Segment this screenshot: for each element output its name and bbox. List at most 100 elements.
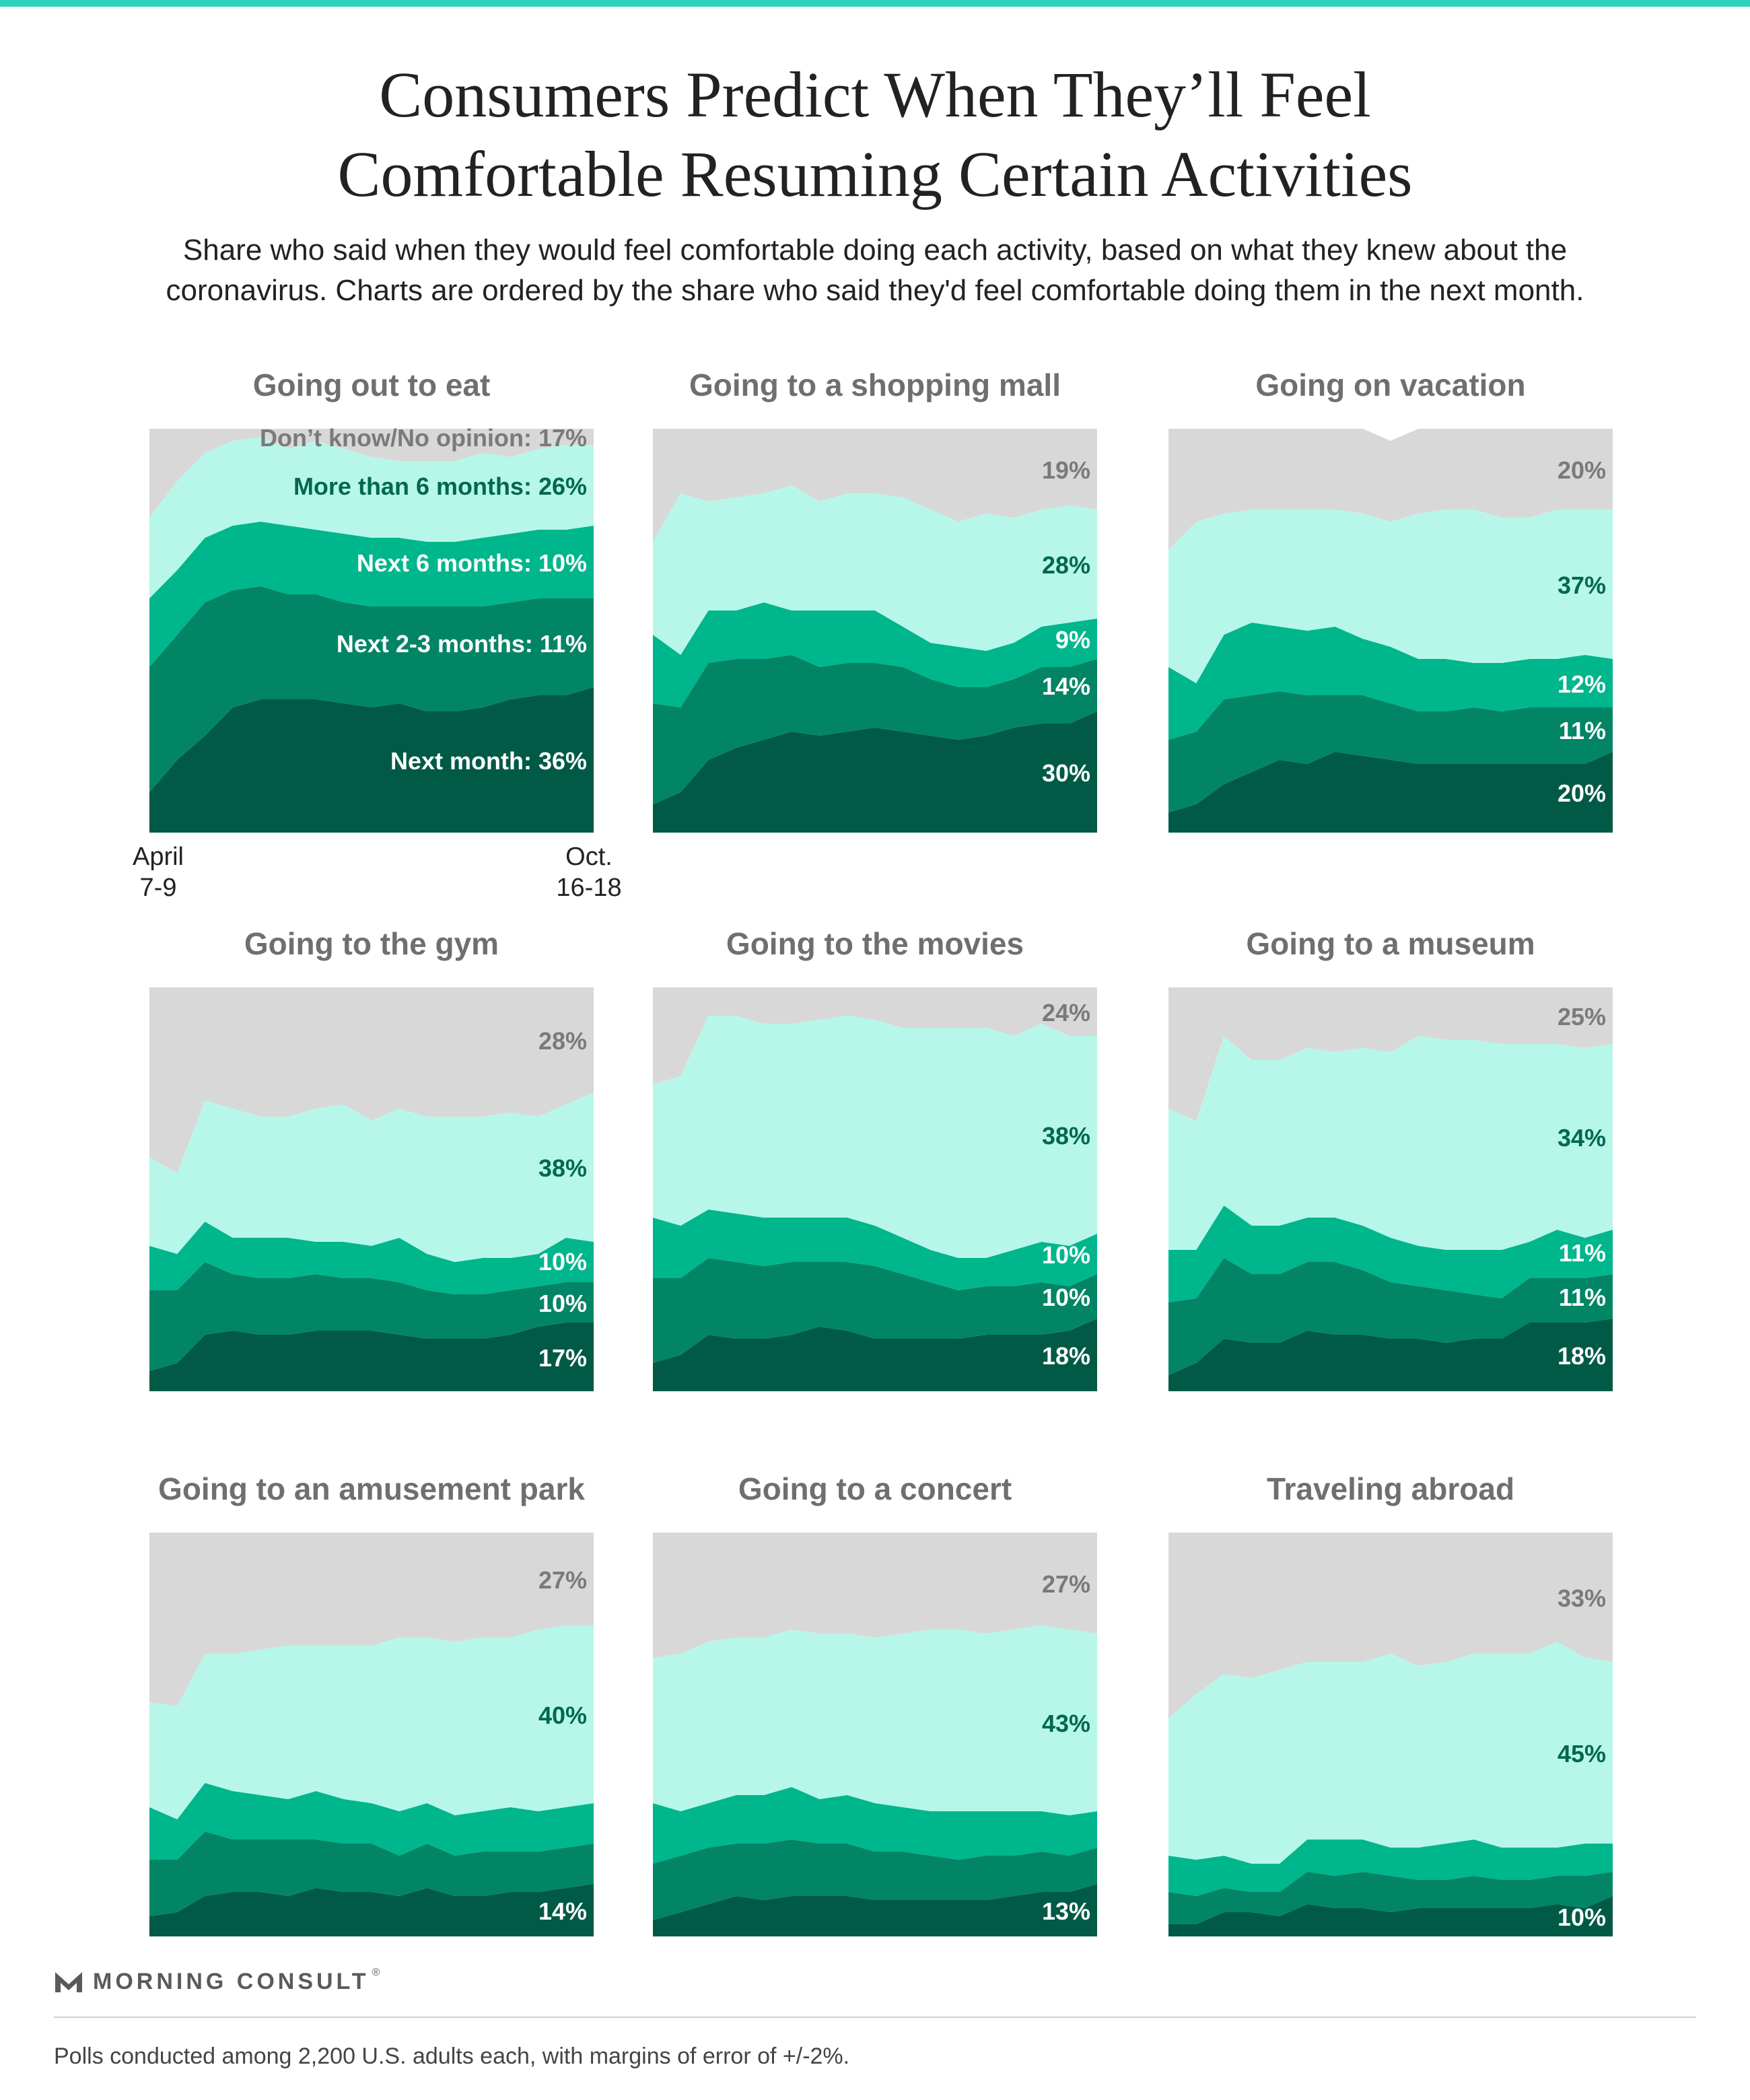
series-label-next-month: 30%: [1042, 759, 1090, 787]
area-more-than-6-months: [1168, 1642, 1613, 1864]
area-more-than-6-months: [149, 1625, 594, 1819]
x-axis-end-line-1: Oct.: [565, 843, 612, 871]
area-dont-know: [1168, 987, 1613, 1121]
area-more-than-6-months: [653, 1625, 1097, 1815]
series-label-next-month: Next month: 36%: [390, 747, 587, 775]
stacked-area-plot: 18% 10% 10% 38% 24%: [653, 987, 1097, 1391]
stacked-area-plot: 18% 11% 11% 34% 25%: [1168, 987, 1613, 1391]
area-next-month: [653, 711, 1097, 833]
panel-title: Traveling abroad: [1266, 1471, 1515, 1506]
stacked-area-plot: 10% 45% 33%: [1168, 1533, 1613, 1936]
panel-title: Going to a shopping mall: [689, 368, 1061, 403]
area-next-6-months: [653, 1787, 1097, 1864]
area-next-2-3-months: [1168, 691, 1613, 812]
chart-title: Consumers Predict When They’ll Feel Comf…: [67, 55, 1683, 214]
area-more-than-6-months: [653, 485, 1097, 655]
area-next-6-months: [1168, 623, 1613, 740]
stacked-area-plot: 14% 40% 27%: [149, 1533, 594, 1936]
series-label-more-than-6-months: 38%: [538, 1154, 587, 1182]
series-label-next-6-months: Next 6 months: 10%: [357, 549, 587, 577]
area-dont-know: [149, 987, 594, 1173]
chart-panel: Going to a shopping mall 30% 14% 9% 28% 19%: [653, 367, 1097, 851]
panel-title: Going to the movies: [726, 926, 1024, 961]
stacked-area-plot: 30% 14% 9% 28% 19%: [653, 429, 1097, 833]
area-more-than-6-months: [1168, 510, 1613, 683]
chart-panel: Going to the gym 17% 10% 10% 38% 28%: [149, 925, 594, 1410]
area-next-6-months: [653, 602, 1097, 707]
series-label-next-month: 20%: [1558, 779, 1606, 807]
brand-logo: MORNING CONSULT ®: [54, 1967, 380, 1996]
x-axis-end-label: Oct. 16-18: [549, 841, 629, 903]
series-label-next-2-3-months: 11%: [1559, 1284, 1606, 1311]
subtitle-line-2: coronavirus. Charts are ordered by the s…: [166, 274, 1584, 307]
area-dont-know: [653, 1533, 1097, 1658]
footer-divider: [54, 2017, 1696, 2018]
chart-panel: Going to a museum 18% 11% 11% 34% 25%: [1168, 925, 1613, 1410]
area-next-month: [1168, 1319, 1613, 1391]
panel-title: Going to an amusement park: [158, 1471, 585, 1506]
morning-consult-logo-icon: [55, 1972, 82, 1992]
series-label-next-6-months: 11%: [1559, 1239, 1606, 1267]
series-label-dont-know: Don’t know/No opinion: 17%: [260, 424, 587, 452]
stacked-area-plot: 17% 10% 10% 38% 28%: [149, 987, 594, 1391]
series-label-next-6-months: 10%: [538, 1248, 587, 1275]
stacked-area-plot: 13% 43% 27%: [653, 1533, 1097, 1936]
series-label-more-than-6-months: 40%: [538, 1702, 587, 1729]
series-label-next-month: 14%: [538, 1897, 587, 1925]
area-dont-know: [1168, 1533, 1613, 1718]
footnote: Polls conducted among 2,200 U.S. adults …: [54, 2043, 850, 2069]
series-label-next-2-3-months: Next 2-3 months: 11%: [337, 630, 587, 658]
series-label-more-than-6-months: More than 6 months: 26%: [293, 473, 587, 500]
subtitle-line-1: Share who said when they would feel comf…: [182, 234, 1568, 267]
chart-panel: Going to the movies 18% 10% 10% 38% 24%: [653, 925, 1097, 1410]
chart-panel: Going on vacation 20% 11% 12% 37% 20%: [1168, 367, 1613, 851]
brand-registered-mark: ®: [372, 1967, 380, 1978]
x-axis-start-line-1: April: [132, 843, 184, 871]
series-label-next-month: 18%: [1558, 1342, 1606, 1370]
area-next-2-3-months: [653, 1840, 1097, 1920]
area-next-6-months: [149, 522, 594, 667]
series-label-more-than-6-months: 43%: [1042, 1710, 1090, 1737]
area-next-2-3-months: [1168, 1872, 1613, 1924]
area-next-6-months: [1168, 1205, 1613, 1302]
area-next-6-months: [1168, 1840, 1613, 1896]
series-label-next-6-months: 9%: [1055, 626, 1090, 654]
chart-panel: Traveling abroad 10% 45% 33%: [1168, 1471, 1613, 1955]
chart-panel: Going out to eat Next month: 36% Next 2-3 …: [149, 367, 594, 851]
area-more-than-6-months: [149, 437, 594, 598]
series-label-next-month: 17%: [538, 1344, 587, 1372]
panel-title: Going on vacation: [1255, 368, 1526, 403]
area-dont-know: [653, 429, 1097, 542]
area-more-than-6-months: [149, 1092, 594, 1262]
panel-title: Going out to eat: [252, 368, 491, 403]
series-label-next-2-3-months: 11%: [1559, 717, 1606, 744]
series-label-next-2-3-months: 14%: [1042, 672, 1090, 700]
series-label-dont-know: 33%: [1558, 1584, 1606, 1612]
series-label-more-than-6-months: 34%: [1558, 1124, 1606, 1152]
series-label-dont-know: 20%: [1558, 456, 1606, 484]
chart-panel: Going to an amusement park 14% 40% 27%: [149, 1471, 594, 1955]
area-next-2-3-months: [149, 586, 594, 792]
stacked-area-plot: 20% 11% 12% 37% 20%: [1168, 429, 1613, 833]
series-label-dont-know: 27%: [538, 1566, 587, 1594]
area-dont-know: [149, 429, 594, 518]
title-line-2: Comfortable Resuming Certain Activities: [337, 138, 1413, 210]
chart-subtitle: Share who said when they would feel comf…: [47, 230, 1703, 311]
series-label-dont-know: 24%: [1042, 999, 1090, 1026]
area-next-6-months: [149, 1783, 594, 1860]
title-line-1: Consumers Predict When They’ll Feel: [379, 59, 1371, 131]
series-label-dont-know: 28%: [538, 1027, 587, 1055]
area-next-month: [149, 1884, 594, 1936]
x-axis-start-line-2: 7-9: [139, 874, 177, 902]
chart-panel: Going to a concert 13% 43% 27%: [653, 1471, 1097, 1955]
panel-title: Going to the gym: [244, 926, 499, 961]
series-label-next-6-months: 10%: [1042, 1241, 1090, 1269]
series-label-more-than-6-months: 37%: [1558, 571, 1606, 599]
area-next-month: [1168, 1896, 1613, 1936]
area-next-month: [1168, 752, 1613, 833]
area-dont-know: [149, 1533, 594, 1706]
series-label-dont-know: 19%: [1042, 456, 1090, 484]
area-next-2-3-months: [149, 1262, 594, 1371]
area-next-2-3-months: [149, 1831, 594, 1916]
series-label-dont-know: 27%: [1042, 1570, 1090, 1598]
